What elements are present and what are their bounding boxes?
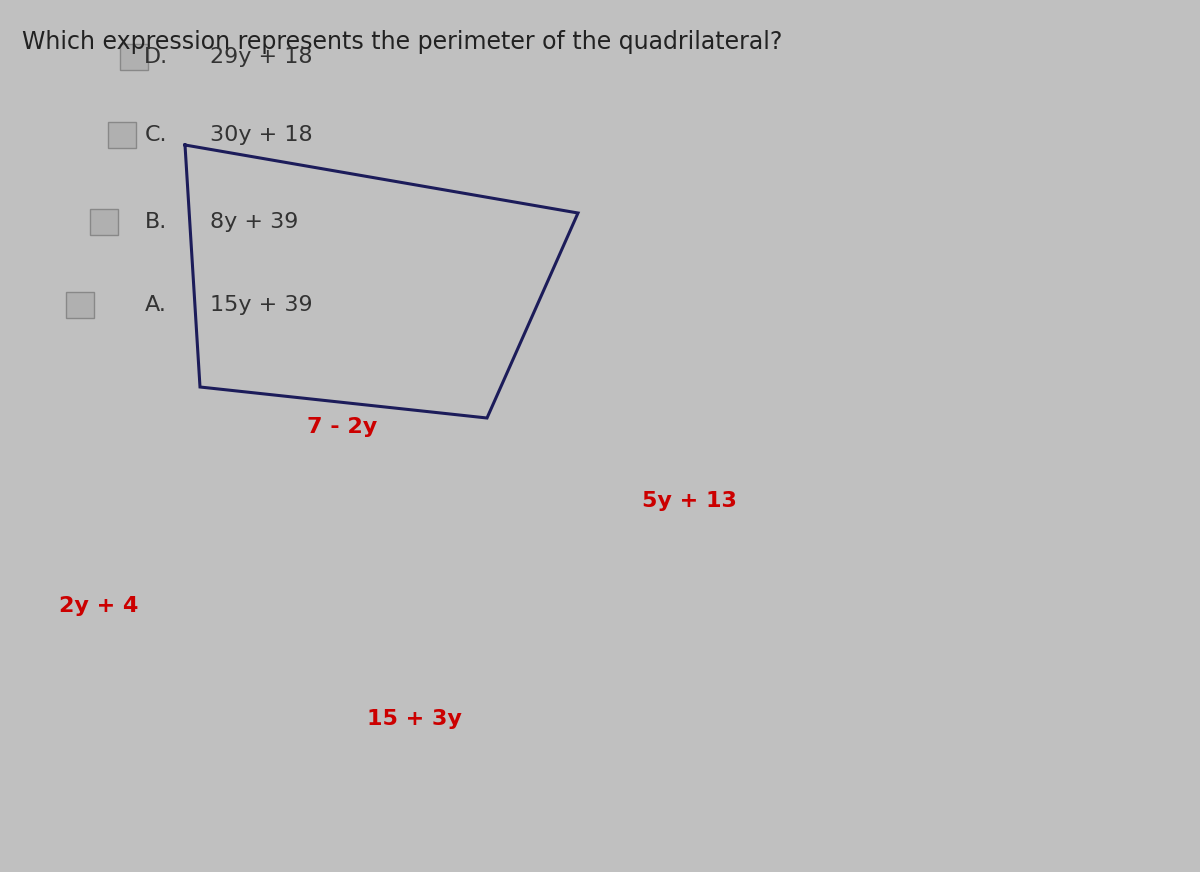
Bar	[66, 292, 94, 318]
Text: 5y + 13: 5y + 13	[642, 492, 737, 511]
Text: 2y + 4: 2y + 4	[59, 596, 138, 616]
Text: Which expression represents the perimeter of the quadrilateral?: Which expression represents the perimete…	[22, 30, 782, 54]
Bar	[108, 122, 136, 148]
Text: B.: B.	[145, 213, 167, 232]
Bar	[120, 44, 148, 70]
Text: 30y + 18: 30y + 18	[210, 126, 313, 145]
Text: D.: D.	[144, 47, 168, 66]
Text: 15y + 39: 15y + 39	[210, 296, 313, 315]
Text: 7 - 2y: 7 - 2y	[307, 418, 377, 437]
Text: 29y + 18: 29y + 18	[210, 47, 312, 66]
Text: 8y + 39: 8y + 39	[210, 213, 299, 232]
Text: A.: A.	[145, 296, 167, 315]
Bar	[90, 209, 118, 235]
Text: C.: C.	[145, 126, 167, 145]
Text: 15 + 3y: 15 + 3y	[366, 710, 462, 729]
